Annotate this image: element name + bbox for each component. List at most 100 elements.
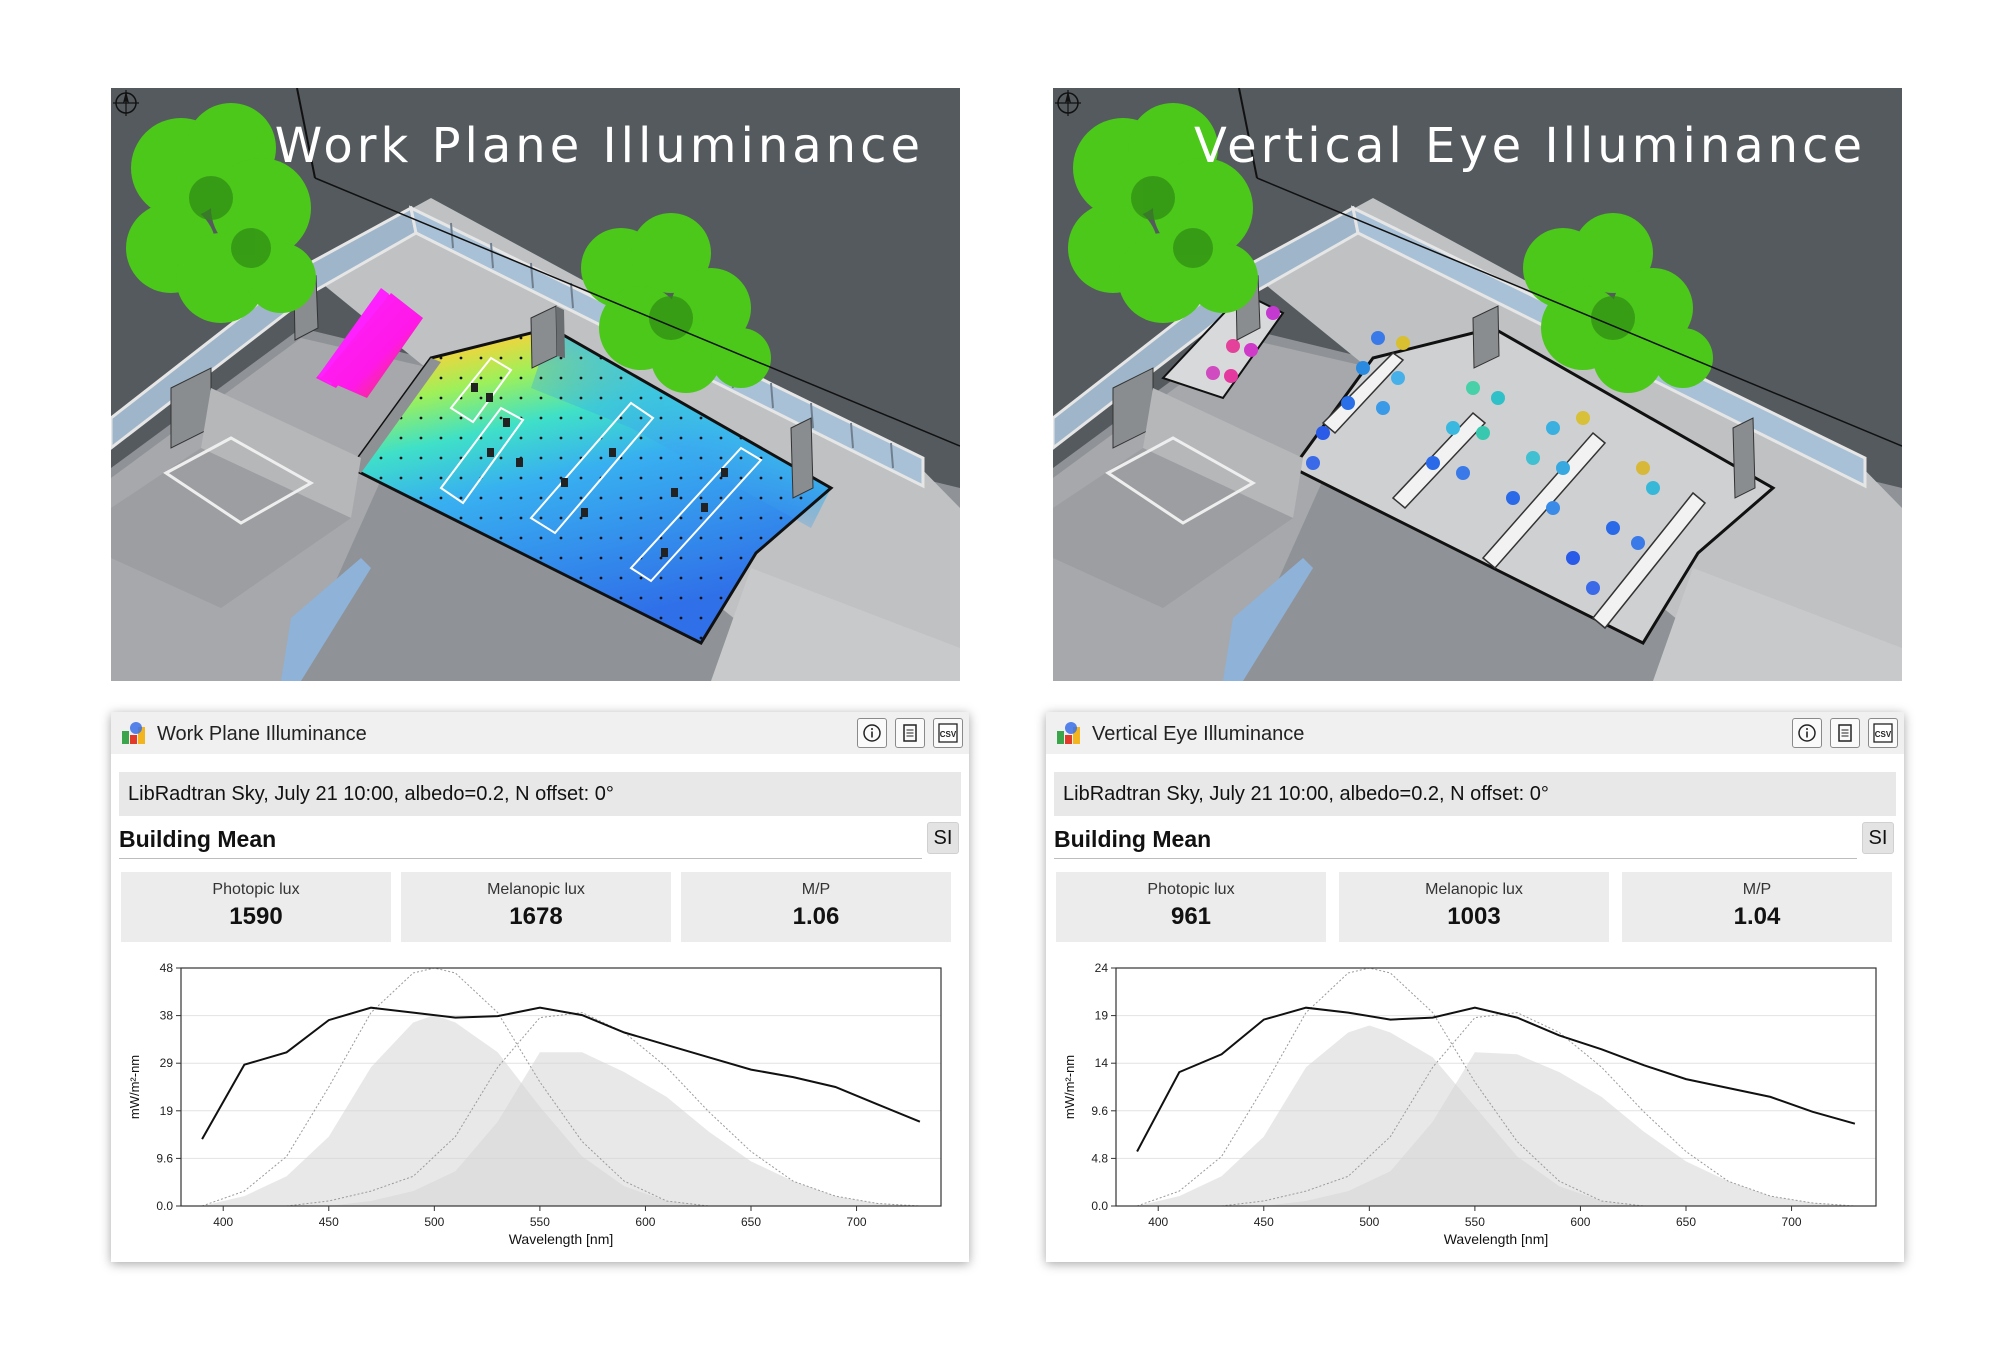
plot-frame <box>180 967 942 1207</box>
stat-label: Melanopic lux <box>487 881 585 898</box>
y-tick-label: 4.8 <box>1091 1151 1108 1165</box>
divider <box>119 858 922 859</box>
x-tick-label: 600 <box>635 1215 655 1229</box>
sensitivity-area <box>328 1052 920 1206</box>
sensitivity-curve <box>1136 967 1644 1207</box>
x-tick-label: 550 <box>1465 1215 1485 1229</box>
y-tick-label: 29 <box>160 1056 174 1070</box>
units-toggle-button[interactable]: SI <box>1862 822 1894 854</box>
divider <box>1054 858 1857 859</box>
app-icon <box>122 722 145 744</box>
x-tick-label: 400 <box>213 1215 233 1229</box>
info-icon <box>1798 724 1816 742</box>
sky-description: LibRadtran Sky, July 21 10:00, albedo=0.… <box>119 772 961 816</box>
x-tick-label: 650 <box>741 1215 761 1229</box>
building-render <box>1053 88 1902 681</box>
stat-photopic: Photopic lux 961 <box>1056 872 1326 942</box>
sensitivity-curve <box>286 1012 920 1207</box>
stat-label: M/P <box>801 881 831 898</box>
render-title: Work Plane Illuminance <box>274 118 924 174</box>
stat-melanopic: Melanopic lux 1678 <box>401 872 671 942</box>
spectrum-chart: 0.0 4.8 9.6 14 19 24 400 450 500 550 600 650 700 Wave… <box>1062 961 1877 1247</box>
y-axis-label: mW/m²-nm <box>127 1055 142 1119</box>
spectrum-chart: 0.0 9.6 19 29 38 48 400 450 500 550 600 650 700 Wavel… <box>127 961 942 1247</box>
y-tick-label: 0.0 <box>1091 1199 1108 1213</box>
y-tick-label: 19 <box>160 1104 174 1118</box>
render-view-vertical-eye[interactable]: Vertical Eye Illuminance <box>1053 88 1902 681</box>
csv-export-button[interactable]: CSV <box>933 718 963 748</box>
stat-label: Photopic lux <box>212 881 300 898</box>
stat-value: 1003 <box>1447 903 1501 930</box>
stat-label: M/P <box>1742 881 1772 898</box>
stat-value: 961 <box>1170 903 1212 930</box>
y-axis-label: mW/m²-nm <box>1062 1055 1077 1119</box>
csv-export-button[interactable]: CSV <box>1868 718 1898 748</box>
plot-frame <box>1115 967 1877 1207</box>
sky-description: LibRadtran Sky, July 21 10:00, albedo=0.… <box>1054 772 1896 816</box>
stat-mp-ratio: M/P 1.06 <box>681 872 951 942</box>
panel-header: Vertical Eye Illuminance CSV <box>1046 712 1904 754</box>
tree-icon <box>126 103 771 393</box>
csv-icon: CSV <box>1873 723 1893 743</box>
x-axis-label: Wavelength [nm] <box>509 1231 614 1247</box>
spectrum-series-line <box>201 1006 921 1140</box>
building-render <box>111 88 960 681</box>
x-tick-label: 400 <box>1148 1215 1168 1229</box>
sensitivity-curve <box>201 967 709 1207</box>
stat-photopic: Photopic lux 1590 <box>121 872 391 942</box>
y-tick-label: 38 <box>160 1009 174 1023</box>
y-tick-label: 9.6 <box>1091 1104 1108 1118</box>
report-button[interactable] <box>1830 718 1860 748</box>
eye-sensor-icon <box>1206 306 1660 595</box>
stat-label: Photopic lux <box>1147 881 1235 898</box>
y-tick-label: 9.6 <box>156 1151 173 1165</box>
info-button[interactable] <box>1792 718 1822 748</box>
y-tick-label: 24 <box>1095 961 1109 975</box>
compass-icon[interactable] <box>1053 88 1083 118</box>
info-icon <box>863 724 881 742</box>
x-axis-label: Wavelength [nm] <box>1444 1231 1549 1247</box>
tree-icon <box>1068 103 1713 393</box>
stat-value: 1590 <box>229 903 283 930</box>
stat-mp-ratio: M/P 1.04 <box>1622 872 1892 942</box>
x-tick-label: 500 <box>424 1215 444 1229</box>
render-title: Vertical Eye Illuminance <box>1194 118 1866 174</box>
results-panel-work-plane: Work Plane Illuminance CSV LibRadtran Sk… <box>111 712 969 1262</box>
x-tick-label: 500 <box>1359 1215 1379 1229</box>
stat-value: 1678 <box>509 903 563 930</box>
info-button[interactable] <box>857 718 887 748</box>
svg-text:CSV: CSV <box>940 730 957 739</box>
x-tick-label: 600 <box>1570 1215 1590 1229</box>
report-button[interactable] <box>895 718 925 748</box>
x-tick-label: 700 <box>847 1215 867 1229</box>
report-icon <box>1838 724 1852 742</box>
units-toggle-button[interactable]: SI <box>927 822 959 854</box>
section-heading: Building Mean <box>1054 826 1212 852</box>
y-tick-label: 14 <box>1095 1056 1109 1070</box>
x-tick-label: 550 <box>530 1215 550 1229</box>
stat-melanopic: Melanopic lux 1003 <box>1339 872 1609 942</box>
y-tick-label: 0.0 <box>156 1199 173 1213</box>
report-icon <box>903 724 917 742</box>
stat-label: Melanopic lux <box>1425 881 1523 898</box>
spectrum-series-line <box>1136 1006 1856 1152</box>
section-heading: Building Mean <box>119 826 277 852</box>
svg-text:CSV: CSV <box>1875 730 1892 739</box>
x-tick-label: 450 <box>319 1215 339 1229</box>
results-panel-vertical-eye: Vertical Eye Illuminance CSV LibRadtran … <box>1046 712 1904 1262</box>
compass-icon[interactable] <box>111 88 141 118</box>
sensitivity-curve <box>1221 1012 1855 1207</box>
sensitivity-area <box>1263 1052 1855 1206</box>
panel-title: Work Plane Illuminance <box>157 723 367 745</box>
stat-value: 1.04 <box>1733 903 1781 930</box>
csv-icon: CSV <box>938 723 958 743</box>
y-tick-label: 19 <box>1095 1009 1109 1023</box>
x-tick-label: 700 <box>1782 1215 1802 1229</box>
y-tick-label: 48 <box>160 961 174 975</box>
x-tick-label: 450 <box>1254 1215 1274 1229</box>
render-view-work-plane[interactable]: Work Plane Illuminance <box>111 88 960 681</box>
x-tick-label: 650 <box>1676 1215 1696 1229</box>
app-icon <box>1057 722 1080 744</box>
panel-title: Vertical Eye Illuminance <box>1092 723 1305 745</box>
stat-value: 1.06 <box>792 903 840 930</box>
